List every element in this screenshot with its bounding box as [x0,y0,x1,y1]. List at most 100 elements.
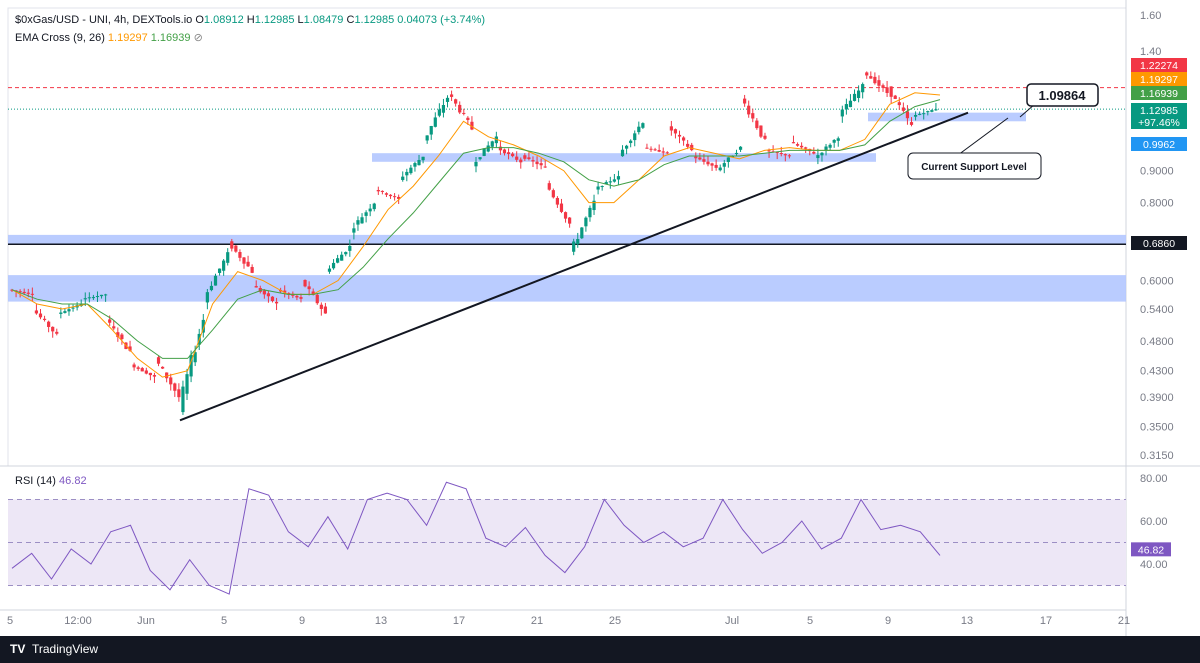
candle-body [466,117,470,121]
price-badge [1131,103,1187,117]
price-badge [1131,115,1187,129]
candle-body [417,160,421,166]
candle-body [722,163,726,167]
price-axis-label: 0.6000 [1140,275,1174,287]
candle-body [665,152,669,154]
time-axis-label: 25 [609,615,621,627]
ema-slow-value: 1.16939 [150,32,191,44]
price-axis-label: 1.40 [1140,46,1161,58]
candle-body [897,102,901,106]
candle-body [751,113,755,119]
candle-body [568,217,572,224]
support-zone [8,275,1126,302]
candle-body [612,179,616,182]
candle-body [820,152,824,156]
ascending-trendline [179,111,969,422]
candle-body [584,217,588,227]
support-label-box [907,152,1042,180]
tradingview-logo[interactable]: TV [10,642,26,656]
candle-body [59,312,63,314]
candle-body [527,157,531,160]
candle-body [323,306,328,314]
candle-body [580,227,584,239]
high-value: 1.12985 [254,14,295,26]
candle-body [588,207,592,218]
candle-body [559,203,564,212]
time-axis-label: 12:00 [64,615,92,627]
candle-body [372,203,376,210]
symbol-header: $0xGas/USD - UNI, 4h, DEXTools.io O1.089… [15,14,486,26]
candle-body [791,142,796,144]
price-badge-text: 1.12985 [1140,105,1178,117]
candle-body [30,293,34,295]
candle-body [462,112,466,114]
candle-body [531,160,535,162]
close-value: 1.12985 [354,14,395,26]
candle-body [767,150,771,152]
time-axis-label: Jun [137,615,155,627]
candle-body [620,149,625,157]
candle-body [804,147,808,149]
candle-body [274,301,279,304]
callout-value-text: 1.09864 [1039,88,1087,103]
candle-body [624,145,629,149]
candle-body [217,268,222,273]
candle-body [169,377,173,385]
candle-body [681,137,686,141]
candle-body [449,94,454,97]
candle-body [352,228,356,233]
candle-body [596,186,600,190]
candle-body [222,260,226,271]
rsi-value: 46.82 [59,475,87,487]
candle-body [743,98,747,104]
candle-body [246,261,250,267]
rsi-label: RSI (14) [15,475,56,487]
candle-body [104,294,108,296]
time-axis-label: 5 [221,615,227,627]
candle-body [331,262,336,269]
footer-bar: TV TradingView [0,636,1200,663]
candle-body [91,297,96,299]
price-badge-text: 0.9962 [1143,139,1175,151]
price-badge-text: +97.46% [1138,117,1180,129]
candle-body [506,152,511,155]
candle-body [26,292,30,294]
ema-fast-line [11,92,941,378]
price-badge-text: 0.6860 [1143,238,1175,250]
candle-body [905,111,910,119]
candle-body [327,268,332,272]
candle-body [702,159,706,162]
candle-body [551,190,555,198]
candle-body [336,258,340,263]
candle-body [156,357,161,364]
candle-body [189,354,193,377]
candle-body [95,296,100,298]
candle-body [397,196,401,199]
candle-body [608,181,612,183]
candle-body [67,309,71,312]
candle-body [856,90,861,98]
candle-body [657,149,661,152]
candle-body [160,366,165,369]
candle-body [800,145,804,148]
support-label-text: Current Support Level [921,162,1027,173]
time-axis-label: 9 [885,615,891,627]
ema-header[interactable]: EMA Cross (9, 26) 1.19297 1.16939 ⊘ [15,31,203,44]
candle-body [641,123,645,128]
candle-body [783,154,787,156]
candle-body [779,153,783,155]
candle-body [144,370,148,374]
candle-body [108,319,112,323]
price-badge [1131,58,1187,72]
price-axis-label: 0.3900 [1140,392,1174,404]
time-axis-label: 13 [961,615,973,627]
candle-body [812,151,816,154]
candle-body [535,161,539,165]
change-value: 0.04073 (+3.74%) [397,14,486,26]
candle-body [877,80,881,86]
rsi-header[interactable]: RSI (14) 46.82 [15,475,87,487]
candle-body [893,95,897,99]
hide-indicator-icon[interactable]: ⊘ [193,32,203,44]
candle-body [498,146,503,151]
